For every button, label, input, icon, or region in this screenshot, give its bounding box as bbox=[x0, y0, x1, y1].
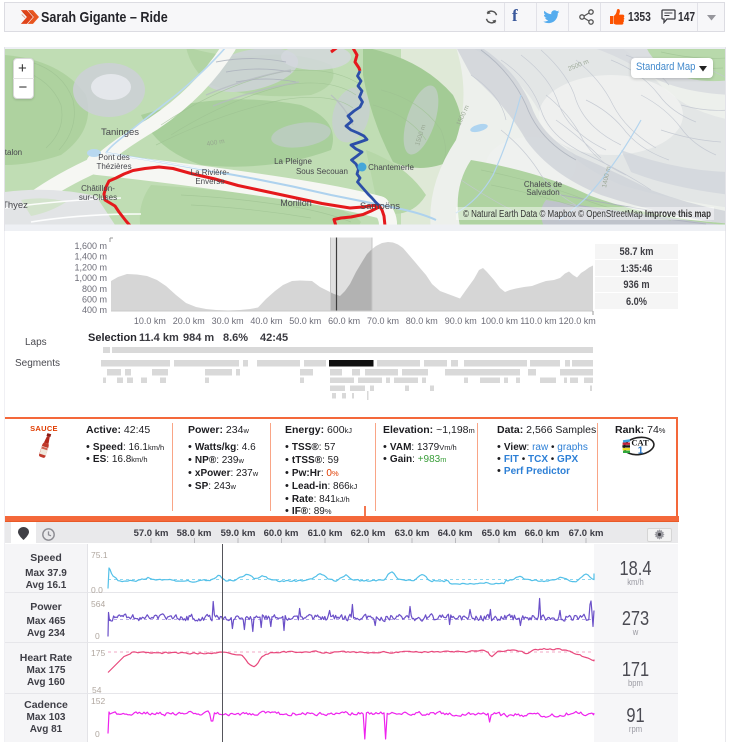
svg-text:CAT: CAT bbox=[631, 438, 649, 448]
svg-text:Enverse: Enverse bbox=[195, 177, 225, 186]
svg-text:1,200 m: 1,200 m bbox=[74, 262, 107, 272]
svg-text:Sous Secouan: Sous Secouan bbox=[296, 167, 348, 176]
svg-text:Morillon: Morillon bbox=[280, 198, 312, 208]
svg-text:120.0 km: 120.0 km bbox=[559, 316, 596, 326]
svg-text:1,600 m: 1,600 m bbox=[74, 241, 107, 251]
svg-text:50.0 km: 50.0 km bbox=[289, 316, 321, 326]
svg-text:sur-Cluses: sur-Cluses bbox=[79, 193, 117, 202]
svg-text:La Rivière-: La Rivière- bbox=[191, 168, 230, 177]
svg-text:30.0 km: 30.0 km bbox=[212, 316, 244, 326]
svg-text:Chalets de: Chalets de bbox=[524, 180, 563, 189]
svg-text:Pont des: Pont des bbox=[98, 153, 130, 162]
svg-text:1,000 m: 1,000 m bbox=[74, 273, 107, 283]
svg-text:Thyez: Thyez bbox=[5, 200, 28, 211]
svg-text:Samoëns: Samoëns bbox=[360, 201, 400, 212]
svg-text:Thézières: Thézières bbox=[96, 162, 131, 171]
svg-text:Chantemerle: Chantemerle bbox=[368, 163, 414, 172]
svg-text:Châtillon-: Châtillon- bbox=[81, 184, 115, 193]
svg-text:© Natural Earth Data © Mapbox: © Natural Earth Data © Mapbox © OpenStre… bbox=[463, 209, 711, 220]
svg-text:1400 m: 1400 m bbox=[601, 166, 612, 189]
svg-text:1: 1 bbox=[638, 446, 644, 457]
svg-text:10.0 km: 10.0 km bbox=[134, 316, 166, 326]
svg-text:600 m: 600 m bbox=[82, 295, 107, 305]
svg-text:800 m: 800 m bbox=[82, 284, 107, 294]
svg-text:40.0 km: 40.0 km bbox=[250, 316, 282, 326]
svg-text:60.0 km: 60.0 km bbox=[328, 316, 360, 326]
svg-text:1,400 m: 1,400 m bbox=[74, 252, 107, 262]
svg-text:ontalon: ontalon bbox=[5, 148, 22, 157]
svg-text:400 m: 400 m bbox=[82, 305, 107, 315]
svg-text:80.0 km: 80.0 km bbox=[406, 316, 438, 326]
svg-text:90.0 km: 90.0 km bbox=[445, 316, 477, 326]
svg-text:70.0 km: 70.0 km bbox=[367, 316, 399, 326]
svg-text:Taninges: Taninges bbox=[101, 127, 139, 138]
svg-text:La Pleigne: La Pleigne bbox=[274, 157, 312, 166]
svg-text:20.0 km: 20.0 km bbox=[173, 316, 205, 326]
svg-text:100.0 km: 100.0 km bbox=[481, 316, 518, 326]
svg-text:110.0 km: 110.0 km bbox=[520, 316, 556, 326]
svg-text:400 m: 400 m bbox=[206, 138, 225, 148]
svg-text:Salvadon: Salvadon bbox=[526, 188, 559, 197]
